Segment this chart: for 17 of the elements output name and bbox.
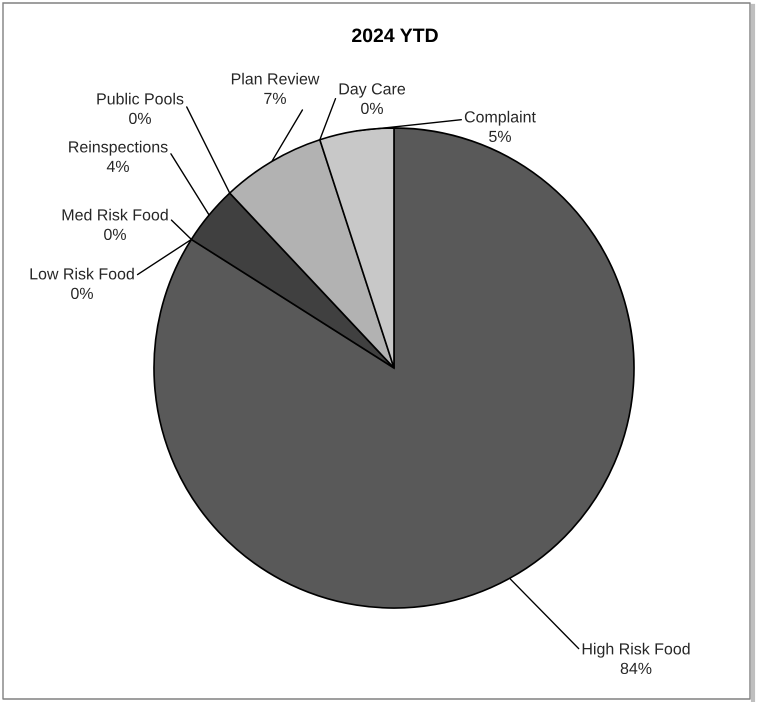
data-label: 7% xyxy=(264,92,286,104)
text: 0% xyxy=(129,112,151,124)
category-label: Public Pools xyxy=(97,92,184,105)
chart-title: 2024 YTD xyxy=(352,28,438,42)
data-label: 4% xyxy=(106,160,129,172)
category-label: Day Care xyxy=(340,83,406,98)
slice-label: Reinspections xyxy=(69,140,168,156)
data-label: 5% xyxy=(489,130,511,142)
slice-label: Plan Review xyxy=(232,72,320,85)
category-label: Low Risk Food xyxy=(30,268,134,280)
text: 0% xyxy=(361,102,383,114)
text: 0% xyxy=(104,228,126,240)
slice-label: High Risk Food xyxy=(582,642,690,658)
text: 0% xyxy=(71,288,93,300)
category-label: Med Risk Food xyxy=(62,208,168,221)
slice-label: Complaint xyxy=(464,110,536,126)
data-label: 84% xyxy=(620,662,652,674)
